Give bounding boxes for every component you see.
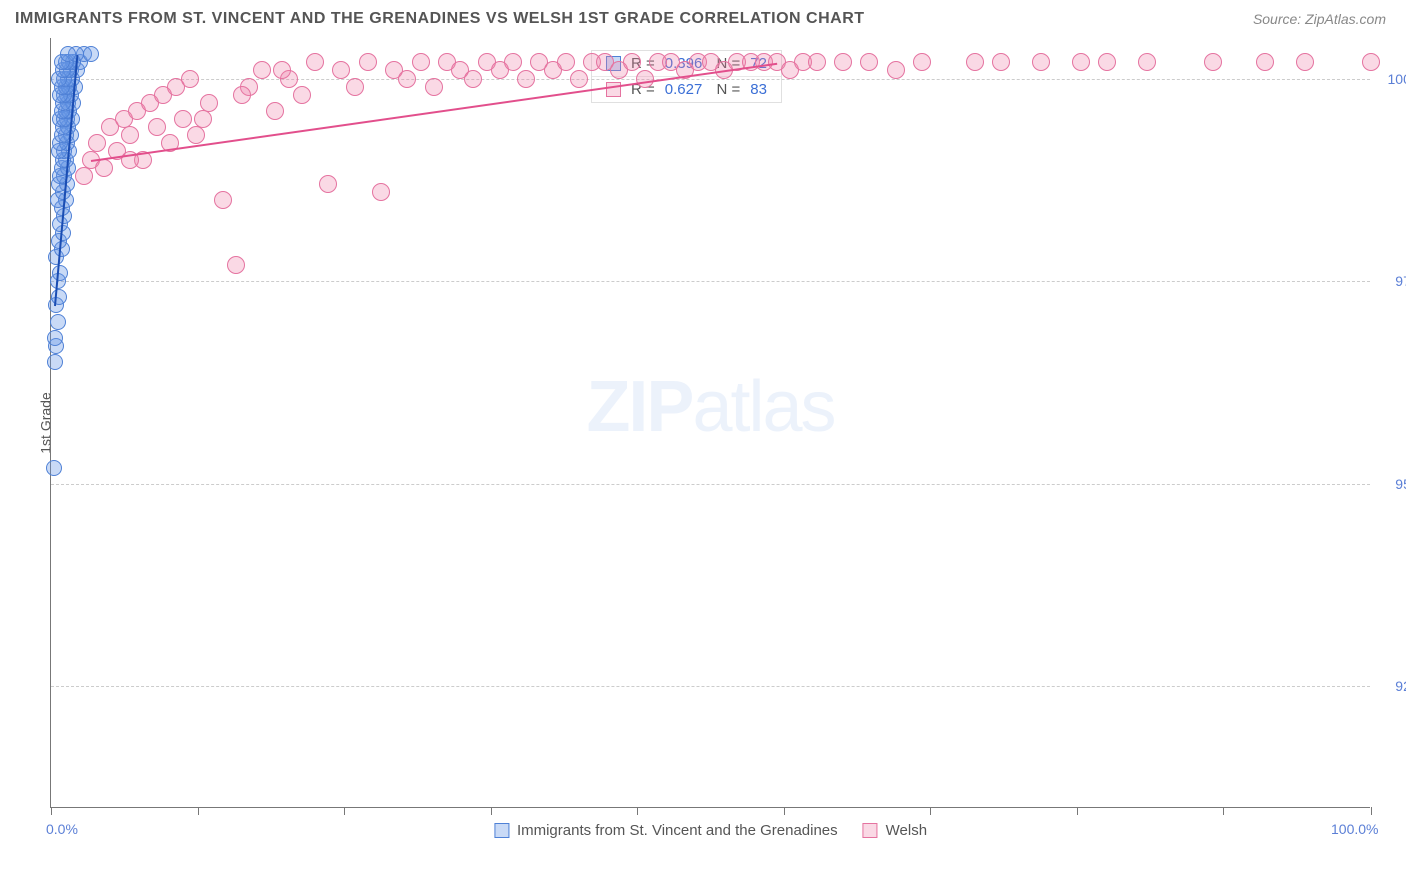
source-attribution: Source: ZipAtlas.com (1253, 11, 1386, 27)
scatter-point (273, 61, 291, 79)
bottom-legend-item-2: Welsh (863, 822, 927, 839)
scatter-point (636, 70, 654, 88)
scatter-point (47, 330, 63, 346)
scatter-point (47, 354, 63, 370)
scatter-point (359, 53, 377, 71)
scatter-point (504, 53, 522, 71)
scatter-point (1296, 53, 1314, 71)
scatter-point (808, 53, 826, 71)
x-tick (784, 807, 785, 815)
scatter-point (623, 53, 641, 71)
scatter-point (187, 126, 205, 144)
watermark-light: atlas (692, 367, 834, 447)
scatter-point (332, 61, 350, 79)
x-tick (637, 807, 638, 815)
bottom-legend: Immigrants from St. Vincent and the Gren… (494, 822, 927, 839)
legend-r-value-2: 0.627 (665, 81, 703, 98)
scatter-point (557, 53, 575, 71)
scatter-point (913, 53, 931, 71)
scatter-point (319, 175, 337, 193)
x-tick (1371, 807, 1372, 815)
scatter-point (425, 78, 443, 96)
scatter-point (293, 86, 311, 104)
scatter-point (412, 53, 430, 71)
legend-swatch-blue (494, 823, 509, 838)
watermark: ZIPatlas (586, 366, 834, 448)
scatter-point (1138, 53, 1156, 71)
scatter-point (306, 53, 324, 71)
scatter-point (227, 256, 245, 274)
scatter-point (88, 134, 106, 152)
scatter-point (52, 265, 68, 281)
scatter-point (148, 118, 166, 136)
scatter-point (214, 191, 232, 209)
scatter-point (50, 314, 66, 330)
y-tick-label: 97.5% (1375, 273, 1406, 289)
x-tick (1223, 807, 1224, 815)
scatter-point (372, 183, 390, 201)
legend-n-label: N = (712, 81, 740, 98)
x-tick (1077, 807, 1078, 815)
scatter-point (121, 126, 139, 144)
scatter-point (887, 61, 905, 79)
y-tick-label: 100.0% (1375, 71, 1406, 87)
gridline-h (51, 484, 1370, 485)
bottom-legend-label-2: Welsh (886, 822, 927, 839)
x-tick (198, 807, 199, 815)
scatter-point (60, 46, 76, 62)
gridline-h (51, 686, 1370, 687)
legend-swatch-pink (863, 823, 878, 838)
scatter-point (1362, 53, 1380, 71)
plot-container: 1st Grade ZIPatlas R = 0.396 N = 72 R = … (50, 38, 1386, 808)
watermark-bold: ZIP (586, 367, 692, 447)
plot-area: ZIPatlas R = 0.396 N = 72 R = 0.627 N = … (50, 38, 1370, 808)
scatter-point (253, 61, 271, 79)
scatter-point (83, 46, 99, 62)
scatter-point (75, 167, 93, 185)
scatter-point (992, 53, 1010, 71)
x-tick-label: 100.0% (1331, 821, 1378, 837)
x-tick (491, 807, 492, 815)
bottom-legend-item-1: Immigrants from St. Vincent and the Gren… (494, 822, 838, 839)
scatter-point (464, 70, 482, 88)
scatter-point (1204, 53, 1222, 71)
scatter-point (194, 110, 212, 128)
scatter-point (517, 70, 535, 88)
scatter-point (346, 78, 364, 96)
scatter-point (1072, 53, 1090, 71)
x-tick (51, 807, 52, 815)
scatter-point (233, 86, 251, 104)
scatter-point (860, 53, 878, 71)
chart-title: IMMIGRANTS FROM ST. VINCENT AND THE GREN… (15, 10, 865, 28)
scatter-point (1032, 53, 1050, 71)
scatter-point (46, 460, 62, 476)
scatter-point (1098, 53, 1116, 71)
scatter-point (181, 70, 199, 88)
x-tick (344, 807, 345, 815)
scatter-point (266, 102, 284, 120)
legend-row-series2: R = 0.627 N = 83 (592, 77, 781, 102)
y-tick-label: 95.0% (1375, 476, 1406, 492)
scatter-point (1256, 53, 1274, 71)
scatter-point (570, 70, 588, 88)
scatter-point (174, 110, 192, 128)
gridline-h (51, 281, 1370, 282)
y-tick-label: 92.5% (1375, 678, 1406, 694)
chart-header: IMMIGRANTS FROM ST. VINCENT AND THE GREN… (0, 0, 1406, 33)
bottom-legend-label-1: Immigrants from St. Vincent and the Gren… (517, 822, 838, 839)
legend-n-value-2: 83 (750, 81, 767, 98)
scatter-point (834, 53, 852, 71)
x-tick-label: 0.0% (46, 821, 78, 837)
scatter-point (398, 70, 416, 88)
scatter-point (95, 159, 113, 177)
x-tick (930, 807, 931, 815)
scatter-point (966, 53, 984, 71)
